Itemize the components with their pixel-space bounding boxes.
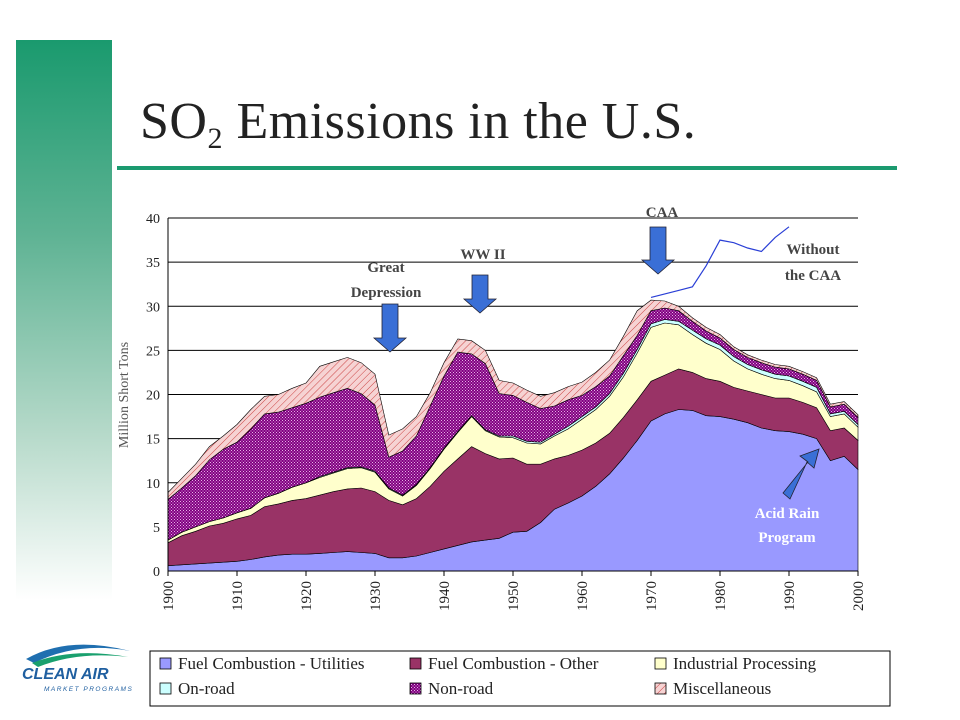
logo-subtext: MARKET PROGRAMS	[44, 686, 133, 693]
y-tick-label-5: 5	[153, 521, 160, 536]
without-caa-line	[650, 226, 790, 298]
x-tick-label-1960: 1960	[575, 581, 591, 611]
annotation-caa: CAA	[646, 205, 679, 221]
x-tick-label-1910: 1910	[230, 581, 246, 611]
x-tick-label-2000: 2000	[851, 581, 867, 611]
annotation-ww2: WW II	[460, 247, 505, 263]
legend-swatch-misc	[654, 682, 667, 695]
side-accent-bar	[16, 40, 112, 600]
y-tick-label-0: 0	[153, 565, 160, 580]
y-tick-label-15: 15	[146, 433, 160, 448]
x-tick-label-1950: 1950	[506, 581, 522, 611]
annotation-great-depression-1: Great	[367, 260, 404, 276]
y-tick-label-20: 20	[146, 389, 160, 404]
title-main: SO	[140, 93, 208, 150]
y-tick-label-30: 30	[146, 300, 160, 315]
legend-swatch-onroad	[159, 682, 172, 695]
legend-label-industrial: Industrial Processing	[673, 654, 817, 673]
legend-label-misc: Miscellaneous	[673, 679, 771, 698]
logo-text: CLEAN AIR	[22, 666, 109, 683]
legend-label-other: Fuel Combustion - Other	[428, 654, 599, 673]
x-tick-label-1940: 1940	[437, 581, 453, 611]
legend-swatch-nonroad	[409, 682, 422, 695]
clean-air-logo: CLEAN AIR MARKET PROGRAMS	[22, 644, 133, 693]
logo-swoosh-green-icon	[32, 653, 128, 667]
legend-swatch-other	[409, 657, 422, 670]
annotation-acid-rain-1: Acid Rain	[755, 506, 820, 522]
annotation-without-caa-2: the CAA	[785, 268, 841, 284]
legend-label-utilities: Fuel Combustion - Utilities	[178, 654, 365, 673]
acid-rain-arrow-icon	[782, 448, 820, 500]
legend-swatch-industrial	[654, 657, 667, 670]
logo-swoosh-icon	[26, 644, 130, 663]
ww2-arrow-icon	[462, 274, 498, 314]
title-rest: Emissions in the U.S.	[222, 93, 697, 150]
y-tick-label-10: 10	[146, 477, 160, 492]
area-misc	[167, 299, 859, 501]
x-tick-label-1930: 1930	[368, 581, 384, 611]
caa-arrow-icon	[640, 226, 676, 275]
x-tick-label-1980: 1980	[713, 581, 729, 611]
great-depression-arrow-icon	[372, 303, 408, 353]
y-tick-label-25: 25	[146, 344, 160, 359]
annotation-great-depression-2: Depression	[351, 285, 422, 301]
title-subscript: 2	[207, 122, 223, 155]
title-divider	[117, 166, 897, 170]
legend-label-onroad: On-road	[178, 679, 235, 698]
annotation-acid-rain-2: Program	[758, 530, 816, 546]
legend-label-nonroad: Non-road	[428, 679, 494, 698]
x-tick-label-1900: 1900	[161, 581, 177, 611]
x-tick-label-1970: 1970	[644, 581, 660, 611]
annotation-without-caa-1: Without	[786, 242, 839, 258]
y-tick-label-40: 40	[146, 212, 160, 227]
y-tick-label-35: 35	[146, 256, 160, 271]
y-axis-label: Million Short Tons	[117, 342, 132, 448]
page-title: SO2 Emissions in the U.S.	[140, 92, 696, 156]
x-tick-label-1990: 1990	[782, 581, 798, 611]
legend-box	[149, 650, 891, 707]
legend-swatch-utilities	[159, 657, 172, 670]
x-tick-label-1920: 1920	[299, 581, 315, 611]
